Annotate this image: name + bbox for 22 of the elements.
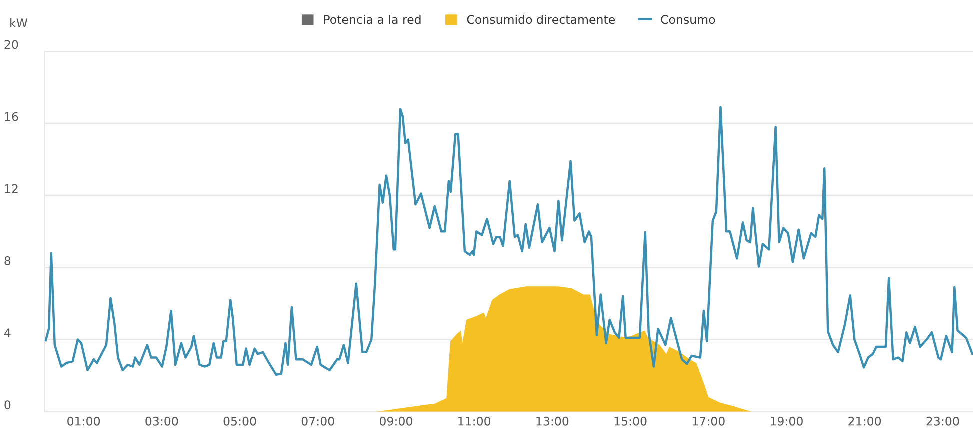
y-tick-label: 0	[4, 400, 11, 410]
x-tick-label: 19:00	[771, 416, 803, 426]
legend-label: Potencia a la red	[324, 15, 421, 24]
x-tick-label: 15:00	[614, 416, 647, 426]
x-tick-label: 09:00	[380, 416, 412, 426]
x-tick-label: 13:00	[536, 416, 569, 426]
legend-label: Consumido directamente	[467, 15, 616, 24]
y-tick-label: 16	[5, 112, 18, 122]
y-tick-label: 8	[4, 256, 11, 266]
x-tick-label: 21:00	[848, 416, 882, 426]
x-tick-label: 17:00	[692, 416, 725, 426]
x-tick-label: 01:00	[68, 416, 100, 426]
legend-label: Consumo	[661, 15, 716, 24]
x-tick-label: 11:00	[458, 416, 491, 426]
x-tick-label: 07:00	[302, 416, 334, 426]
y-tick-label: 20	[4, 40, 18, 50]
x-tick-label: 23:00	[926, 416, 960, 426]
x-tick-label: 03:00	[146, 416, 178, 426]
y-axis-title: kW	[10, 18, 28, 28]
y-tick-label: 4	[4, 328, 11, 338]
x-tick-label: 05:00	[224, 416, 256, 426]
y-tick-label: 12	[5, 184, 18, 194]
